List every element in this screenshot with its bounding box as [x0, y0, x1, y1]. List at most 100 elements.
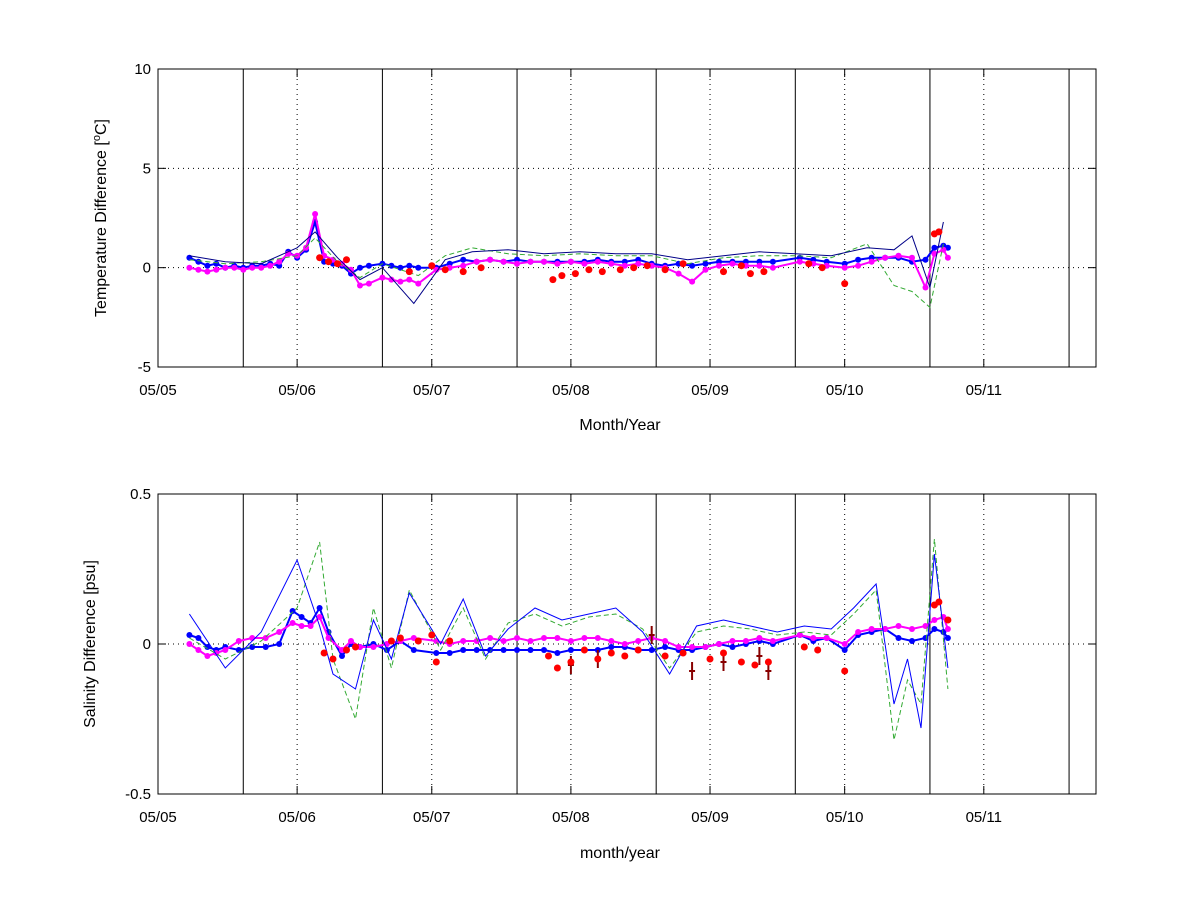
data-point: [553, 664, 561, 672]
data-point: [616, 266, 624, 274]
data-point: [262, 644, 269, 650]
data-point: [634, 646, 642, 654]
data-point: [729, 644, 736, 650]
data-point: [258, 264, 265, 271]
data-point: [800, 643, 808, 651]
temperature-x-axis-label: Month/Year: [579, 417, 661, 434]
data-point: [702, 260, 709, 267]
data-point: [944, 616, 952, 624]
data-point: [365, 280, 372, 287]
data-point: [433, 266, 440, 273]
data-point: [571, 270, 579, 278]
data-point: [348, 638, 354, 644]
data-point: [882, 254, 889, 261]
data-point: [594, 635, 601, 641]
data-point: [343, 256, 350, 264]
data-point: [621, 262, 628, 269]
data-point: [841, 667, 849, 675]
data-point: [249, 644, 256, 650]
data-point: [944, 635, 951, 641]
data-point: [312, 211, 319, 217]
data-point: [487, 256, 494, 263]
data-point: [415, 264, 422, 271]
data-point: [446, 637, 454, 645]
data-point: [554, 635, 561, 641]
data-point: [818, 264, 826, 272]
data-point: [751, 661, 759, 669]
data-point: [635, 260, 642, 267]
data-point: [459, 268, 467, 276]
x-tick-label: 05/11: [966, 382, 1002, 399]
data-point: [567, 647, 574, 653]
data-point: [428, 631, 436, 639]
data-point: [396, 634, 404, 642]
data-point: [514, 635, 520, 641]
data-point: [716, 641, 722, 647]
data-point: [581, 635, 588, 641]
data-point: [764, 658, 772, 666]
data-point: [195, 635, 202, 641]
data-point: [737, 262, 745, 270]
data-point: [567, 258, 574, 265]
data-point: [406, 276, 413, 283]
data-point: [931, 617, 938, 623]
data-point: [545, 652, 552, 660]
x-tick-label: 05/06: [278, 382, 316, 399]
data-point: [195, 258, 202, 265]
data-point: [607, 649, 615, 657]
data-point: [558, 272, 566, 280]
data-point: [737, 658, 745, 666]
data-point: [195, 647, 202, 653]
data-point: [343, 646, 350, 654]
salinity-panel: -0.5 0 0.5 05/05 05/06 05/07 05/08 05/09 05/10 0…: [82, 486, 1097, 862]
data-point: [316, 605, 323, 611]
data-point: [567, 638, 574, 644]
data-point: [231, 264, 238, 271]
data-point: [357, 282, 363, 289]
data-point: [388, 262, 395, 269]
data-point: [387, 637, 395, 645]
data-point: [662, 638, 669, 644]
data-point: [720, 268, 727, 276]
data-point: [365, 262, 372, 269]
y-tick-label: 0: [143, 636, 151, 653]
data-point: [689, 644, 696, 650]
data-point: [585, 266, 593, 274]
data-point: [702, 266, 709, 273]
data-point: [316, 614, 323, 620]
data-point: [621, 652, 629, 660]
data-point: [909, 254, 915, 261]
y-tick-label: -5: [138, 359, 151, 376]
data-point: [935, 228, 943, 236]
data-point: [249, 264, 256, 271]
data-point: [473, 258, 480, 265]
data-point: [240, 266, 247, 273]
data-point: [276, 629, 283, 635]
data-point: [554, 650, 561, 656]
data-point: [662, 644, 669, 650]
data-point: [397, 264, 404, 271]
data-point: [222, 647, 229, 653]
data-point: [441, 266, 449, 274]
data-point: [944, 244, 951, 251]
series-line: [189, 221, 944, 305]
data-point: [298, 614, 305, 620]
data-point: [514, 260, 520, 267]
data-point: [895, 635, 902, 641]
data-point: [868, 258, 875, 265]
data-point: [500, 647, 507, 653]
data-point: [944, 254, 951, 261]
data-point: [289, 620, 296, 626]
x-tick-label: 05/05: [139, 382, 177, 399]
data-point: [931, 626, 938, 632]
data-point: [549, 276, 557, 284]
series-line: [188, 553, 949, 729]
data-point: [415, 280, 422, 287]
data-point: [410, 647, 417, 653]
data-point: [405, 268, 413, 276]
data-point: [567, 658, 575, 666]
data-point: [855, 262, 862, 269]
data-point: [388, 276, 395, 283]
temperature-panel: -5 0 5 10 05/05 05/06 05/07 05/08 05/09 05/10 05/…: [91, 61, 1097, 434]
